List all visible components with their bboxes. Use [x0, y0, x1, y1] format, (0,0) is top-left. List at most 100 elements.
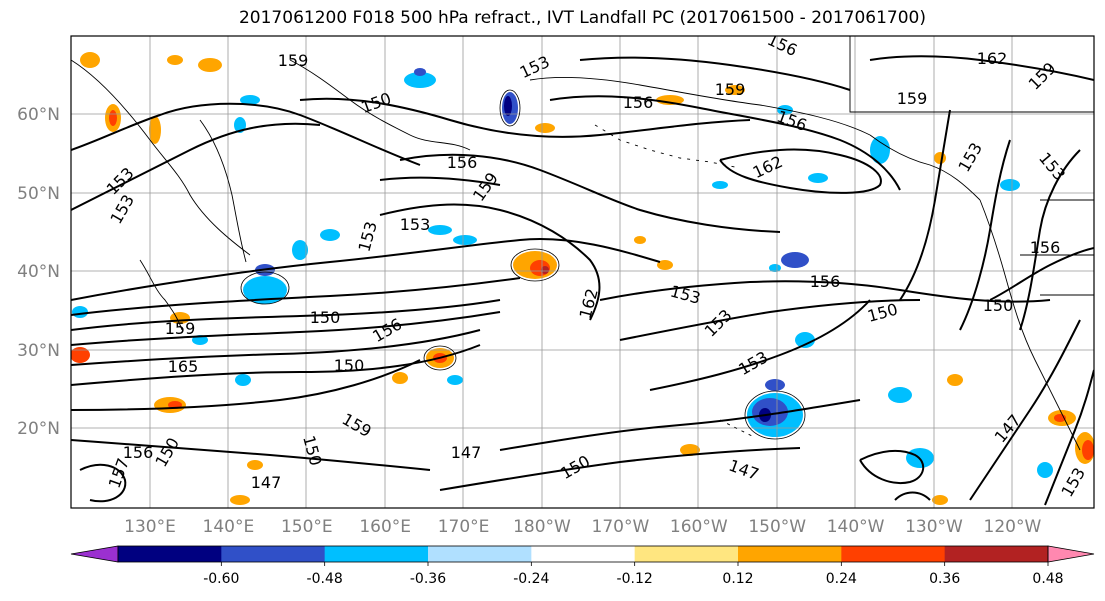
- positive-anomaly-patch: [230, 495, 250, 505]
- contour-line: [71, 238, 661, 301]
- colorbar-tick-label: -0.36: [410, 571, 446, 587]
- contour-line: [439, 447, 801, 491]
- negative-anomaly-patch: [888, 387, 912, 403]
- contour-line: [869, 55, 1094, 81]
- positive-anomaly-patch: [392, 372, 408, 384]
- anomaly-outline: [499, 89, 521, 127]
- colorbar: -0.60 -0.48 -0.36 -0.24 -0.12 0.12 0.24 0.36 0.4…: [70, 545, 1095, 587]
- canada-boundary: [849, 36, 1094, 113]
- latitude-labels: 60°N 50°N 40°N 30°N 20°N: [17, 105, 60, 439]
- negative-anomaly-patch: [1000, 179, 1020, 191]
- positive-anomaly-patch: [725, 85, 745, 95]
- negative-anomaly-patch: [795, 332, 815, 348]
- colorbar-tick-label: 0.36: [929, 571, 960, 587]
- contour-label: 153: [400, 215, 431, 234]
- colorbar-segment: [531, 546, 636, 562]
- longitude-label: 180°W: [513, 517, 571, 537]
- contour-line: [71, 277, 521, 316]
- refractivity-contours: [71, 55, 1094, 506]
- positive-anomaly-patch: [934, 152, 946, 164]
- contour-line: [71, 359, 421, 411]
- negative-anomaly-patch: [235, 374, 251, 386]
- contour-line: [71, 344, 481, 386]
- positive-anomaly-patch: [80, 52, 100, 68]
- contour-label: 159: [715, 80, 746, 99]
- contour-line: [71, 102, 421, 166]
- contour-line: [71, 311, 501, 346]
- longitude-label: 160°E: [359, 517, 411, 537]
- colorbar-segment: [634, 546, 739, 562]
- longitude-label: 130°E: [124, 517, 176, 537]
- positive-anomaly-patch: [149, 116, 161, 144]
- positive-anomaly-patch: [680, 444, 700, 456]
- contour-label: 150: [983, 296, 1014, 315]
- contour-label: 162: [977, 49, 1008, 68]
- negative-anomaly-patch: [72, 306, 88, 318]
- longitude-label: 140°W: [827, 517, 885, 537]
- contour-line: [619, 299, 921, 341]
- contour-label: 159: [897, 89, 928, 108]
- colorbar-tick-label: -0.48: [307, 571, 343, 587]
- contour-line: [1019, 149, 1081, 331]
- contour-line: [299, 97, 751, 138]
- negative-anomaly-patch: [870, 136, 890, 164]
- anomaly-outline: [423, 345, 457, 371]
- longitude-label: 150°E: [281, 517, 333, 537]
- contour-line: [719, 148, 882, 194]
- contour-line: [399, 153, 781, 233]
- north-america-west-coastline: [979, 199, 1081, 451]
- contour-label: 156: [1030, 238, 1061, 257]
- contour-line: [649, 299, 871, 391]
- negative-anomaly-patch: [320, 229, 340, 241]
- colorbar-tick-label: -0.60: [203, 571, 239, 587]
- colorbar-tick-label: 0.12: [722, 571, 753, 587]
- alaska-panhandle-coastline: [869, 134, 981, 201]
- anomaly-outline: [510, 248, 560, 282]
- anomaly-patches: [71, 52, 1094, 505]
- longitude-labels: 130°E 140°E 150°E 160°E 170°E 180°W 170°W 160°W…: [124, 517, 1041, 537]
- negative-anomaly-patch: [781, 252, 809, 268]
- latitude-label: 60°N: [17, 105, 60, 125]
- positive-anomaly-patch: [932, 495, 948, 505]
- positive-anomaly-patch: [541, 266, 549, 274]
- contour-line: [71, 299, 501, 331]
- longitude-label: 140°E: [203, 517, 255, 537]
- negative-anomaly-patch: [453, 235, 477, 245]
- contour-label: 150: [310, 308, 341, 327]
- negative-anomaly-patch: [769, 264, 781, 272]
- contour-line: [79, 463, 127, 503]
- colorbar-segment: [324, 546, 429, 562]
- positive-anomaly-patch: [247, 460, 263, 470]
- contour-line: [579, 56, 851, 91]
- positive-anomaly-patch: [71, 347, 90, 363]
- negative-anomaly-patch: [404, 72, 436, 88]
- negative-anomaly-patch: [414, 68, 426, 76]
- alaska-coastline: [529, 77, 871, 136]
- contour-label: 147: [451, 443, 482, 462]
- contour-line: [379, 176, 501, 186]
- negative-anomaly-patch: [1037, 462, 1053, 478]
- negative-anomaly-patch: [504, 96, 512, 116]
- colorbar-frame: [117, 545, 1049, 563]
- positive-anomaly-patch: [634, 236, 646, 244]
- colorbar-extend-max: [1047, 545, 1095, 563]
- contour-line: [71, 439, 431, 471]
- latitude-label: 40°N: [17, 262, 60, 282]
- contour-label: 156: [123, 443, 154, 462]
- contour-label: 156: [447, 153, 478, 172]
- negative-anomaly-patch: [765, 379, 785, 391]
- siberia-coastline: [289, 59, 471, 151]
- contour-line: [1044, 369, 1094, 506]
- positive-anomaly-patch: [535, 123, 555, 133]
- contour-line: [969, 319, 1081, 501]
- contour-label: 147: [251, 473, 282, 492]
- contour-line: [859, 449, 925, 484]
- asia-coastline: [71, 59, 251, 256]
- contour-line: [549, 95, 901, 191]
- colorbar-segment: [738, 546, 842, 562]
- contour-line: [959, 139, 1011, 331]
- colorbar-tick-label: 0.24: [826, 571, 857, 587]
- plot-frame: [70, 35, 1095, 509]
- positive-anomaly-patch: [167, 55, 183, 65]
- colorbar-segment: [428, 546, 532, 562]
